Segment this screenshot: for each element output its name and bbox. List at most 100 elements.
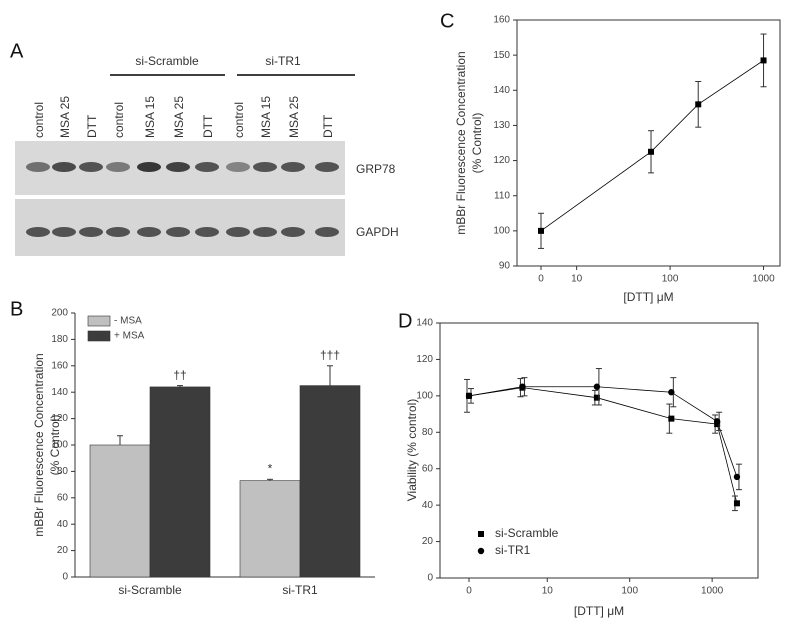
y-tick-label: 100 (416, 390, 433, 401)
y-tick-label: 110 (494, 190, 510, 201)
lane-label: MSA 15 (259, 96, 273, 138)
x-axis-label: [DTT] μM (574, 604, 624, 618)
y-tick-label: 80 (57, 466, 69, 477)
band (26, 227, 50, 237)
plot-frame (516, 19, 781, 267)
y-tick-label: 120 (51, 413, 68, 424)
band (137, 227, 161, 237)
band (281, 162, 305, 172)
panel-label: B (10, 298, 23, 320)
series-line (468, 387, 738, 504)
lane-label: control (32, 102, 46, 138)
bar (299, 385, 361, 578)
group-label: si-Scramble (135, 54, 199, 68)
y-tick-label: 200 (51, 308, 68, 319)
point (538, 227, 544, 234)
x-tick-label: 100 (662, 274, 679, 285)
point (695, 101, 702, 108)
point (760, 57, 767, 64)
y-tick-label: 40 (57, 519, 69, 530)
y-tick-label: 0 (62, 572, 68, 583)
point (713, 418, 721, 425)
plot-frame (439, 322, 759, 579)
legend-label: si-TR1 (495, 543, 531, 557)
significance: ††† (320, 348, 340, 362)
panel-label: A (10, 40, 24, 62)
legend-swatch (87, 315, 111, 327)
y-tick-label: 20 (57, 545, 69, 556)
band (106, 227, 130, 237)
band (166, 162, 190, 172)
band (253, 227, 277, 237)
x-tick-label: 1000 (701, 586, 724, 597)
band (106, 162, 130, 172)
y-tick-label: 80 (422, 427, 434, 438)
legend-marker (478, 531, 484, 537)
lane-label: MSA 25 (287, 96, 301, 138)
band (226, 227, 250, 237)
point (519, 383, 526, 390)
panel-label: C (440, 10, 454, 32)
y-tick-label: 140 (416, 318, 433, 329)
x-tick-label: 0 (538, 274, 544, 285)
lane-label: control (232, 102, 246, 138)
band (79, 162, 103, 172)
band (195, 162, 219, 172)
legend-label: si-Scramble (495, 526, 559, 540)
band (226, 162, 250, 172)
point (733, 500, 740, 507)
legend-marker (477, 547, 485, 555)
y-tick-label: 140 (51, 387, 68, 398)
band (195, 227, 219, 237)
lane-label: MSA 15 (143, 96, 157, 138)
significance: * (268, 461, 273, 475)
panel-label: D (398, 310, 412, 332)
point (668, 415, 675, 422)
y-tick-label: 160 (493, 15, 510, 26)
y-tick-label: 160 (51, 360, 68, 371)
y-tick-label: 140 (493, 85, 510, 96)
y-tick-label: 100 (51, 440, 68, 451)
point (465, 392, 473, 400)
point (648, 148, 655, 155)
lane-label: DTT (321, 114, 335, 138)
band (79, 227, 103, 237)
y-tick-label: 60 (422, 463, 434, 474)
x-tick-label: 1000 (752, 274, 775, 285)
y-tick-label: 180 (51, 334, 68, 345)
y-axis-label: (% Control) (470, 113, 484, 174)
point (593, 394, 600, 401)
x-axis-label: [DTT] μM (623, 290, 673, 304)
point (593, 383, 601, 390)
x-tick-label: 10 (542, 586, 554, 597)
x-tick-label: 100 (621, 586, 638, 597)
band (315, 227, 339, 237)
lane-label: MSA 25 (58, 96, 72, 138)
y-axis-label: mBBr Fluorescence Concentration (454, 51, 468, 234)
band (281, 227, 305, 237)
band (253, 162, 277, 172)
significance: †† (173, 368, 186, 382)
y-axis-label: (% Control) (48, 415, 62, 476)
lane-label: control (112, 102, 126, 138)
x-tick-label: 0 (466, 586, 472, 597)
band (26, 162, 50, 172)
band (52, 162, 76, 172)
y-tick-label: 0 (427, 573, 433, 584)
group-label: si-TR1 (265, 54, 301, 68)
x-tick-label: si-Scramble (118, 583, 182, 597)
bar (239, 480, 301, 578)
point (668, 389, 675, 396)
series-line (540, 60, 764, 232)
legend-label: + MSA (114, 331, 145, 342)
point (733, 473, 741, 481)
bar (149, 386, 211, 578)
band (166, 227, 190, 237)
y-axis-label: Viability (% control) (405, 399, 419, 501)
y-tick-label: 120 (416, 354, 433, 365)
legend-swatch (87, 330, 111, 342)
x-tick-label: 10 (571, 274, 583, 285)
band (52, 227, 76, 237)
band (137, 162, 161, 172)
band (315, 162, 339, 172)
